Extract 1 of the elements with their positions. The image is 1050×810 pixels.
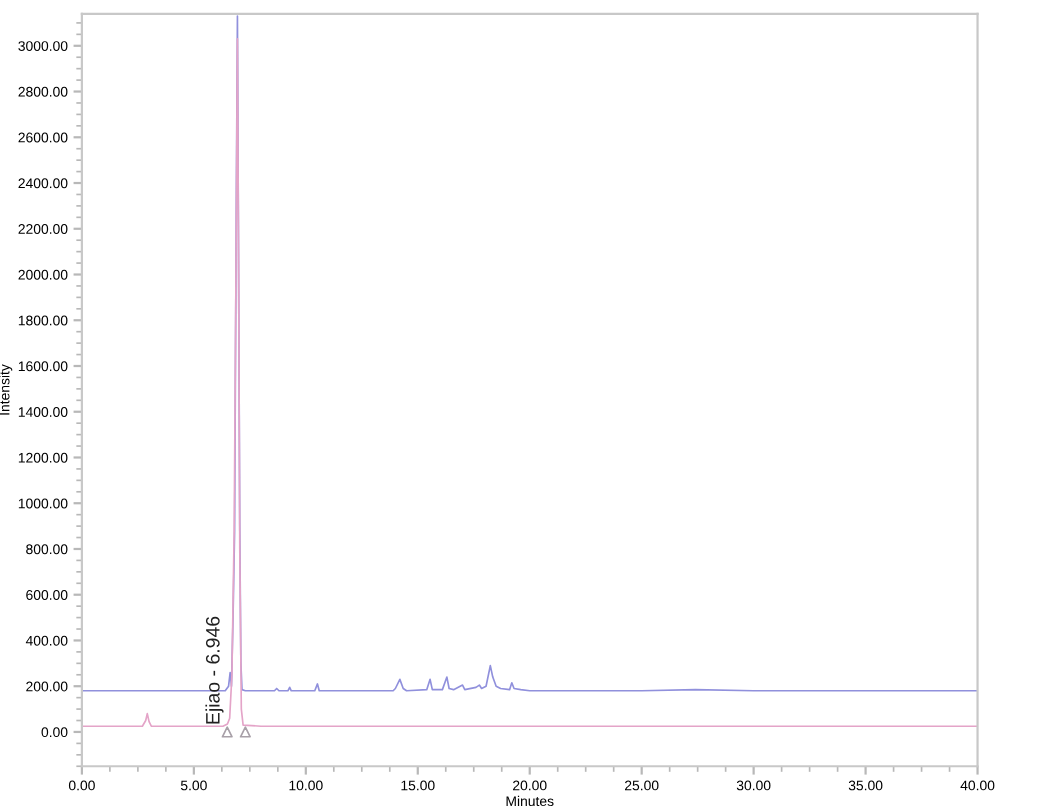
annotation: Ejiao - 6.946 xyxy=(205,616,224,724)
